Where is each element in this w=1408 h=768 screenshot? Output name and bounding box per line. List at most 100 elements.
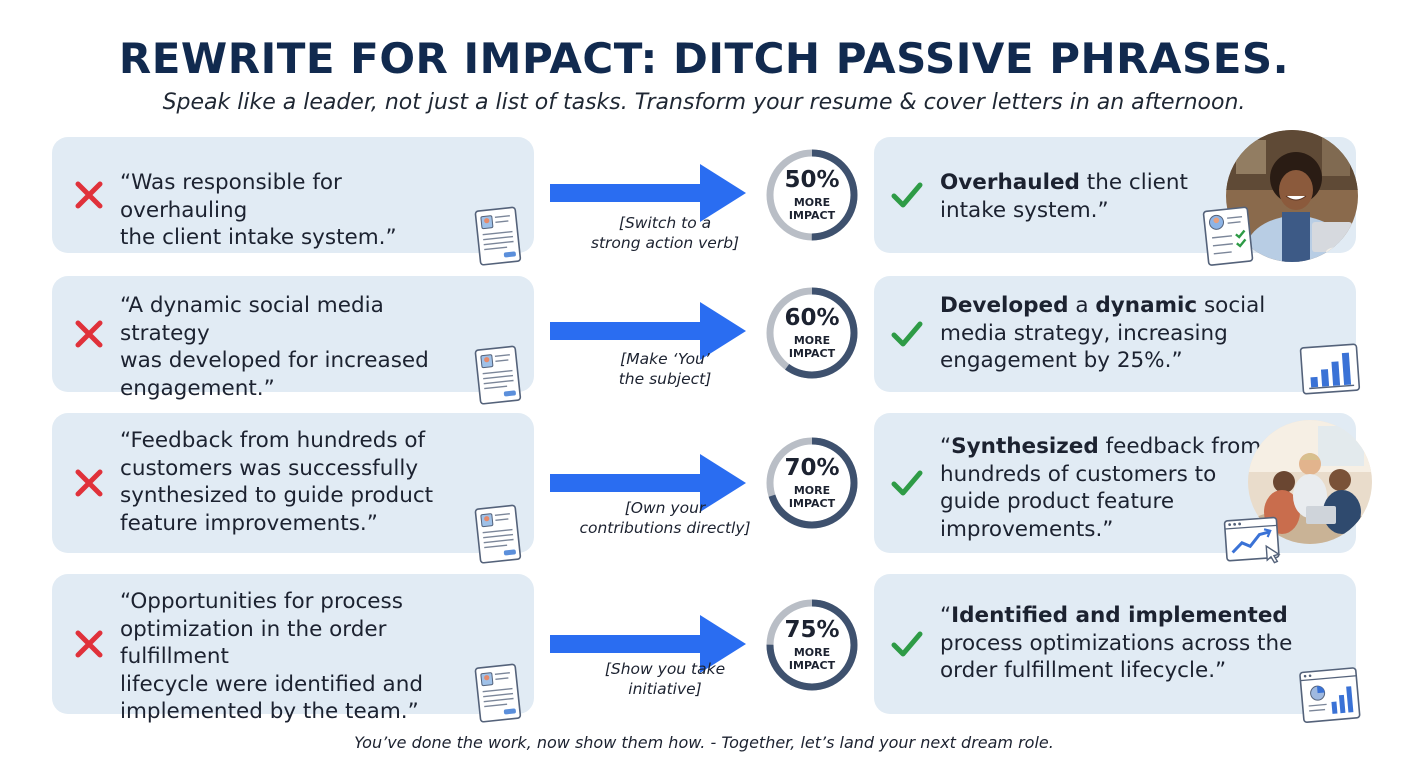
rewrite-tip: [Switch to a strong action verb]: [540, 213, 790, 253]
check-icon: [890, 627, 924, 661]
passive-phrase-line: “Was responsible for overhauling: [120, 170, 342, 223]
resume-document-icon: [472, 344, 526, 413]
passive-phrase-line: customers was successfully: [120, 455, 419, 481]
action-verb: Overhauled: [940, 170, 1080, 195]
active-phrase-line: improvements.”: [940, 516, 1316, 544]
rewrite-tip: [Show you take initiative]: [540, 659, 790, 699]
passive-phrase-card: “Feedback from hundreds of customers was …: [52, 413, 534, 564]
phrase-segment: the client: [1079, 170, 1188, 195]
impact-percent: 75%: [784, 617, 840, 643]
impact-label-text: IMPACT: [788, 347, 836, 360]
passive-phrase-text: “Feedback from hundreds of customers was …: [120, 427, 464, 537]
passive-phrase-line: engagement.”: [120, 375, 275, 401]
bar-chart-icon: [1298, 342, 1362, 403]
passive-phrase-line: “Feedback from hundreds of: [120, 428, 426, 453]
rewrite-tip: [Make ‘You’ the subject]: [540, 349, 790, 389]
passive-phrase-text: “Opportunities for process optimization i…: [120, 588, 464, 726]
action-verb: dynamic: [1095, 293, 1198, 318]
active-phrase-line: guide product feature: [940, 488, 1316, 516]
phrase-segment: intake system.”: [940, 197, 1109, 223]
phrase-segment: order fulfillment lifecycle.”: [940, 658, 1227, 683]
passive-phrase-text: “A dynamic social media strategy was deve…: [120, 292, 464, 402]
dashboard-window-icon: [1298, 666, 1364, 733]
passive-phrase-line: feature improvements.”: [120, 510, 378, 536]
page-subtitle: Speak like a leader, not just a list of …: [162, 90, 1246, 115]
impact-label: MORE IMPACT: [765, 484, 859, 510]
passive-phrase-line: implemented by the team.”: [120, 699, 419, 724]
active-phrase-line: Overhauled the client: [940, 169, 1316, 197]
rewrite-tip-line: strong action verb]: [590, 234, 740, 252]
active-phrase-line: media strategy, increasing: [940, 320, 1316, 348]
active-phrase-card: “Identified and implemented process optim…: [874, 574, 1361, 723]
footer-tagline: You’ve done the work, now show them how.…: [354, 733, 1054, 752]
resume-document-icon: [472, 503, 526, 572]
phrase-segment: social: [1197, 293, 1266, 318]
rewrite-tip-line: [Make ‘You’: [620, 350, 710, 368]
active-phrase-line: engagement by 25%.”: [940, 347, 1316, 375]
active-phrase-card: Developed a dynamic social media strategy…: [874, 276, 1361, 395]
passive-phrase-line: “A dynamic social media strategy: [120, 293, 384, 346]
resume-document-icon: [472, 205, 526, 274]
check-icon: [890, 317, 924, 351]
cross-icon: [72, 178, 106, 212]
passive-phrase-text: “Was responsible for overhauling the clie…: [120, 169, 464, 252]
passive-phrase-card: “A dynamic social media strategy was deve…: [52, 276, 534, 405]
cross-icon: [72, 317, 106, 351]
impact-more-text: MORE: [793, 646, 831, 659]
page-title: REWRITE FOR IMPACT: DITCH PASSIVE PHRASE…: [118, 34, 1290, 83]
right-arrow-icon: [550, 162, 746, 224]
right-arrow-icon: [550, 300, 746, 362]
rewrite-tip-line: [Own your: [624, 499, 706, 517]
impact-label: MORE IMPACT: [765, 646, 859, 672]
impact-more-text: MORE: [793, 334, 831, 347]
passive-phrase-line: was developed for increased: [120, 348, 429, 373]
passive-phrase-line: optimization in the order fulfillment: [120, 616, 387, 670]
passive-phrase-line: synthesized to guide product: [120, 483, 434, 508]
check-icon: [890, 178, 924, 212]
impact-percent: 60%: [784, 305, 840, 331]
resume-document-icon: [472, 662, 526, 731]
rewrite-tip-line: initiative]: [628, 680, 702, 698]
action-verb: Identified and implemented: [951, 603, 1288, 628]
right-arrow-icon: [550, 613, 746, 675]
resume-checklist-icon: [1200, 205, 1260, 272]
phrase-segment: hundreds of customers to: [940, 461, 1217, 487]
active-phrase-line: intake system.”: [940, 197, 1316, 225]
phrase-segment: “: [940, 603, 952, 628]
trend-window-icon: [1222, 513, 1286, 578]
active-phrase-line: hundreds of customers to: [940, 461, 1316, 489]
passive-phrase-line: the client intake system.”: [120, 225, 397, 250]
passive-phrase-card: “Opportunities for process optimization i…: [52, 574, 534, 724]
action-verb: Developed: [940, 293, 1069, 318]
cross-icon: [72, 627, 106, 661]
active-phrase-text: Developed a dynamic social media strategy…: [940, 292, 1316, 375]
impact-label: MORE IMPACT: [765, 334, 859, 360]
active-phrase-text: “Synthesized feedback from hundreds of cu…: [940, 433, 1316, 543]
phrase-segment: engagement by 25%.”: [940, 348, 1183, 373]
phrase-segment: guide product feature: [940, 489, 1175, 514]
passive-phrase-line: lifecycle were identified and: [120, 671, 423, 697]
phrase-segment: feedback from: [1098, 434, 1262, 459]
impact-label-text: IMPACT: [788, 659, 836, 672]
right-arrow-icon: [550, 452, 746, 514]
impact-percent: 70%: [784, 455, 840, 481]
phrase-segment: a: [1068, 293, 1096, 318]
active-phrase-line: “Identified and implemented: [940, 602, 1316, 630]
impact-gauge: [765, 148, 859, 242]
rewrite-tip-line: the subject]: [618, 370, 712, 388]
impact-gauge: [765, 598, 859, 692]
cross-icon: [72, 466, 106, 500]
impact-label-text: IMPACT: [788, 209, 836, 222]
impact-more-text: MORE: [793, 484, 831, 497]
impact-gauge: [765, 436, 859, 530]
impact-percent: 50%: [784, 167, 840, 193]
rewrite-tip-line: [Switch to a: [618, 214, 712, 232]
phrase-segment: improvements.”: [940, 516, 1114, 542]
active-phrase-text: Overhauled the client intake system.”: [940, 169, 1316, 224]
impact-gauge: [765, 286, 859, 380]
active-phrase-line: process optimizations across the: [940, 630, 1316, 658]
rewrite-tip: [Own your contributions directly]: [540, 498, 790, 538]
active-phrase-line: “Synthesized feedback from: [940, 433, 1316, 461]
passive-phrase-line: “Opportunities for process: [120, 589, 403, 614]
active-phrase-line: order fulfillment lifecycle.”: [940, 657, 1316, 685]
